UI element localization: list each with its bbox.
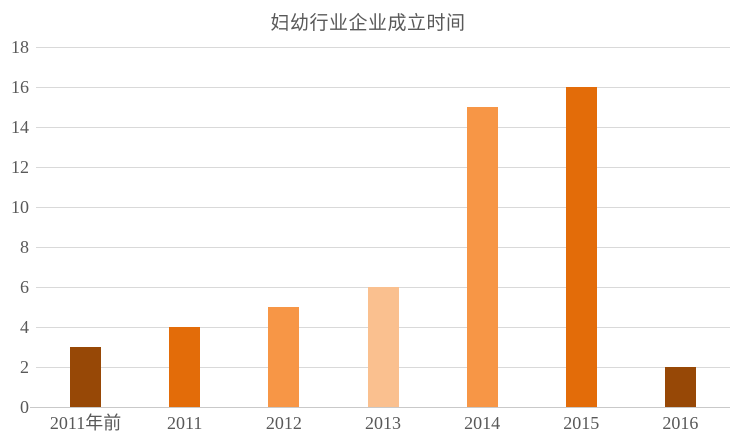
gridline bbox=[36, 46, 730, 48]
x-tick-label: 2014 bbox=[464, 413, 501, 433]
x-tick-label: 2016 bbox=[662, 413, 699, 433]
bar-2012 bbox=[268, 307, 300, 407]
x-tick-label: 2013 bbox=[364, 413, 401, 433]
x-tick-label: 2011年前 bbox=[49, 413, 122, 433]
gridline bbox=[36, 126, 730, 128]
y-tick-label: 12 bbox=[11, 157, 29, 177]
y-tick-label: 8 bbox=[20, 237, 29, 257]
bar-2015 bbox=[565, 87, 597, 407]
bar-2013 bbox=[367, 287, 399, 407]
chart-title: 妇幼行业企业成立时间 bbox=[270, 13, 466, 34]
gridline bbox=[36, 246, 730, 248]
y-tick-label: 16 bbox=[11, 77, 29, 97]
x-axis-line bbox=[30, 407, 730, 408]
gridline bbox=[36, 206, 730, 208]
bar-2011年前 bbox=[70, 347, 102, 407]
gridline bbox=[36, 86, 730, 88]
x-tick-label: 2011 bbox=[167, 413, 203, 433]
x-tick-label: 2015 bbox=[563, 413, 600, 433]
y-tick-label: 0 bbox=[20, 397, 29, 417]
y-tick-label: 4 bbox=[20, 317, 29, 337]
y-tick-label: 10 bbox=[11, 197, 29, 217]
bar-2016 bbox=[664, 367, 696, 407]
y-tick-label: 18 bbox=[11, 37, 29, 57]
y-tick-label: 2 bbox=[20, 357, 29, 377]
bar-2014 bbox=[466, 107, 498, 407]
bar-2011 bbox=[169, 327, 201, 407]
x-tick-label: 2012 bbox=[265, 413, 302, 433]
y-tick-label: 14 bbox=[11, 117, 29, 137]
y-tick-label: 6 bbox=[20, 277, 29, 297]
gridline bbox=[36, 166, 730, 168]
